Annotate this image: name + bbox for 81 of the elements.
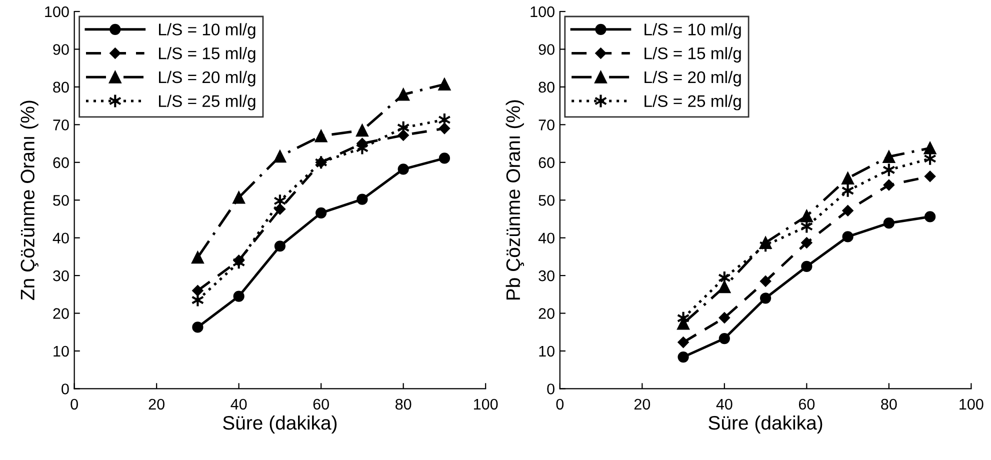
legend-label: L/S = 15 ml/g — [159, 47, 256, 63]
point — [842, 172, 854, 184]
point — [842, 231, 854, 242]
point — [232, 191, 246, 204]
point — [274, 240, 286, 252]
y-tick-label: 90 — [538, 44, 554, 55]
point — [233, 290, 244, 302]
point — [760, 276, 772, 287]
x-tick-label: 40 — [716, 398, 732, 410]
point — [801, 237, 812, 248]
legend-label: L/S = 25 ml/g — [644, 94, 741, 110]
point — [842, 205, 854, 216]
y-tick-label: 40 — [538, 232, 554, 244]
y-tick-label: 100 — [530, 6, 554, 18]
y-tick-label: 0 — [62, 384, 69, 394]
x-tick-label: 0 — [556, 398, 564, 410]
point — [678, 336, 689, 348]
point — [678, 351, 689, 363]
point — [718, 312, 730, 324]
y-tick-label: 0 — [547, 384, 554, 394]
point — [397, 88, 410, 101]
point — [356, 124, 368, 137]
x-tick-label: 60 — [313, 398, 329, 410]
y-tick-label: 50 — [538, 194, 554, 206]
legend-label: L/S = 10 ml/g — [644, 23, 741, 39]
x-axis-title: Süre (dakika) — [223, 415, 337, 434]
x-tick-label: 0 — [70, 398, 78, 410]
y-tick-label: 20 — [538, 308, 554, 319]
y-tick-label: 70 — [538, 120, 554, 130]
y-tick-label: 60 — [53, 157, 69, 168]
point — [356, 194, 368, 205]
point — [801, 260, 812, 272]
point — [718, 280, 731, 294]
point — [924, 211, 936, 222]
x-tick-label: 80 — [396, 398, 412, 410]
y-tick-label: 100 — [45, 6, 69, 18]
x-tick-label: 60 — [798, 398, 815, 410]
legend-label: L/S = 10 ml/g — [159, 23, 256, 39]
x-tick-label: 100 — [474, 398, 498, 410]
x-tick-label: 100 — [960, 398, 984, 410]
y-tick-label: 50 — [53, 194, 69, 206]
point — [924, 170, 936, 182]
y-axis-title: Zn Çözünme Oranı (%) — [20, 100, 38, 300]
point — [882, 150, 896, 163]
y-tick-label: 90 — [53, 44, 69, 55]
y-tick-label: 20 — [53, 308, 69, 319]
point — [438, 152, 450, 164]
x-axis-title: Süre (dakika) — [708, 415, 822, 434]
y-tick-label: 10 — [54, 346, 69, 357]
y-tick-label: 60 — [538, 157, 554, 168]
point — [438, 78, 451, 91]
y-axis-title: Pb Çözünme Oranı (%) — [506, 100, 524, 300]
x-tick-label: 40 — [230, 398, 247, 410]
y-tick-label: 30 — [538, 270, 554, 282]
x-tick-label: 20 — [148, 398, 164, 410]
legend-label: L/S = 15 ml/g — [644, 47, 741, 63]
point — [883, 179, 895, 191]
x-tick-label: 80 — [881, 398, 897, 410]
y-tick-label: 80 — [53, 82, 69, 93]
legend-label: L/S = 20 ml/g — [644, 70, 741, 86]
point — [718, 332, 730, 344]
y-tick-label: 70 — [53, 120, 69, 130]
y-tick-label: 10 — [539, 346, 554, 357]
x-tick-label: 20 — [634, 398, 650, 410]
point — [316, 207, 327, 218]
point — [924, 142, 936, 154]
point — [883, 218, 894, 229]
y-tick-label: 40 — [52, 232, 69, 244]
point — [192, 322, 204, 333]
point — [800, 210, 813, 222]
y-tick-label: 80 — [538, 82, 554, 93]
legend-label: L/S = 20 ml/g — [159, 70, 256, 86]
point — [398, 164, 409, 175]
point — [192, 285, 204, 296]
point — [760, 292, 772, 304]
y-tick-label: 30 — [53, 270, 69, 282]
point — [274, 150, 286, 163]
point — [314, 130, 328, 142]
point — [191, 251, 204, 264]
legend-label: L/S = 25 ml/g — [159, 94, 256, 110]
point — [438, 122, 450, 134]
